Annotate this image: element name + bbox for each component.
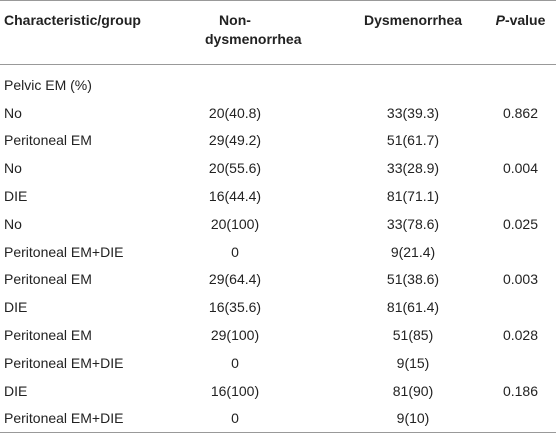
table-cell: 9(15) bbox=[396, 354, 430, 371]
table-cell: 51(38.6) bbox=[386, 271, 440, 288]
table-cell: 51(85) bbox=[392, 327, 434, 344]
table-cell: 33(39.3) bbox=[386, 104, 440, 121]
table-cell: 0.003 bbox=[502, 271, 539, 288]
table-row: Peritoneal EM+DIE 0 9(21.4) bbox=[0, 238, 556, 266]
row-label: DIE bbox=[4, 382, 28, 399]
table-cell bbox=[485, 238, 556, 266]
header-cell: P-value bbox=[495, 12, 546, 28]
table-header: Characteristic/group Non-dysmenorrhea Dy… bbox=[0, 0, 556, 65]
row-label: No bbox=[4, 104, 22, 121]
row-label: Peritoneal EM bbox=[4, 132, 92, 149]
table-cell: 9(21.4) bbox=[390, 243, 436, 260]
table-cell: 0 bbox=[231, 354, 239, 371]
table-row: DIE 16(100) 81(90) 0.186 bbox=[0, 377, 556, 405]
table-row: Peritoneal EM 29(49.2) 51(61.7) bbox=[0, 127, 556, 155]
table-cell: 20(100) bbox=[210, 215, 260, 232]
row-label: Peritoneal EM bbox=[4, 327, 92, 344]
table-cell: 0.004 bbox=[502, 160, 539, 177]
table-cell: 0 bbox=[231, 243, 239, 260]
table-cell bbox=[485, 182, 556, 210]
header-cell: Dysmenorrhea bbox=[363, 12, 463, 28]
table-cell: 20(55.6) bbox=[208, 160, 262, 177]
table-cell: 0.028 bbox=[502, 327, 539, 344]
table-cell: 81(90) bbox=[392, 382, 434, 399]
table-row: No 20(100) 33(78.6) 0.025 bbox=[0, 210, 556, 238]
table-cell: 16(35.6) bbox=[208, 299, 262, 316]
header-row: Characteristic/group Non-dysmenorrhea Dy… bbox=[0, 0, 556, 65]
table-cell bbox=[485, 293, 556, 321]
header-cell: Characteristic/group bbox=[4, 12, 141, 28]
row-label: Peritoneal EM+DIE bbox=[4, 243, 124, 260]
table-body: Pelvic EM (%) No 20(40.8) 33(39.3) 0.862 Per… bbox=[0, 65, 556, 433]
row-label: DIE bbox=[4, 188, 28, 205]
section-label: Pelvic EM (%) bbox=[4, 76, 92, 93]
table-row: Peritoneal EM+DIE 0 9(15) bbox=[0, 349, 556, 377]
table-row: No 20(40.8) 33(39.3) 0.862 bbox=[0, 99, 556, 127]
table-cell bbox=[485, 349, 556, 377]
table-cell: 0 bbox=[231, 410, 239, 427]
row-label: No bbox=[4, 160, 22, 177]
table-cell: 16(100) bbox=[210, 382, 260, 399]
row-label: Peritoneal EM+DIE bbox=[4, 410, 124, 427]
table-cell: 0.186 bbox=[502, 382, 539, 399]
row-label: No bbox=[4, 215, 22, 232]
section-row: Pelvic EM (%) bbox=[0, 65, 556, 99]
table-cell bbox=[485, 127, 556, 155]
table-cell: 20(40.8) bbox=[208, 104, 262, 121]
row-label: Peritoneal EM bbox=[4, 271, 92, 288]
table-cell: 33(78.6) bbox=[386, 215, 440, 232]
table-cell: 0.025 bbox=[502, 215, 539, 232]
table-cell: 29(100) bbox=[210, 327, 260, 344]
table-row: No 20(55.6) 33(28.9) 0.004 bbox=[0, 154, 556, 182]
row-label: DIE bbox=[4, 299, 28, 316]
table-cell: 16(44.4) bbox=[208, 188, 262, 205]
header-cell: Non-dysmenorrhea bbox=[205, 12, 302, 47]
table-row: Peritoneal EM 29(100) 51(85) 0.028 bbox=[0, 321, 556, 349]
table-cell: 33(28.9) bbox=[386, 160, 440, 177]
table-row: DIE 16(44.4) 81(71.1) bbox=[0, 182, 556, 210]
table-row: DIE 16(35.6) 81(61.4) bbox=[0, 293, 556, 321]
table-cell: 29(64.4) bbox=[208, 271, 262, 288]
table-cell: 51(61.7) bbox=[386, 132, 440, 149]
row-label: Peritoneal EM+DIE bbox=[4, 354, 124, 371]
table-row: Peritoneal EM 29(64.4) 51(38.6) 0.003 bbox=[0, 266, 556, 294]
table-cell: 81(61.4) bbox=[386, 299, 440, 316]
table-cell: 0.862 bbox=[502, 104, 539, 121]
table-cell: 9(10) bbox=[396, 410, 430, 427]
table-cell: 81(71.1) bbox=[386, 188, 440, 205]
table-cell: 29(49.2) bbox=[208, 132, 262, 149]
